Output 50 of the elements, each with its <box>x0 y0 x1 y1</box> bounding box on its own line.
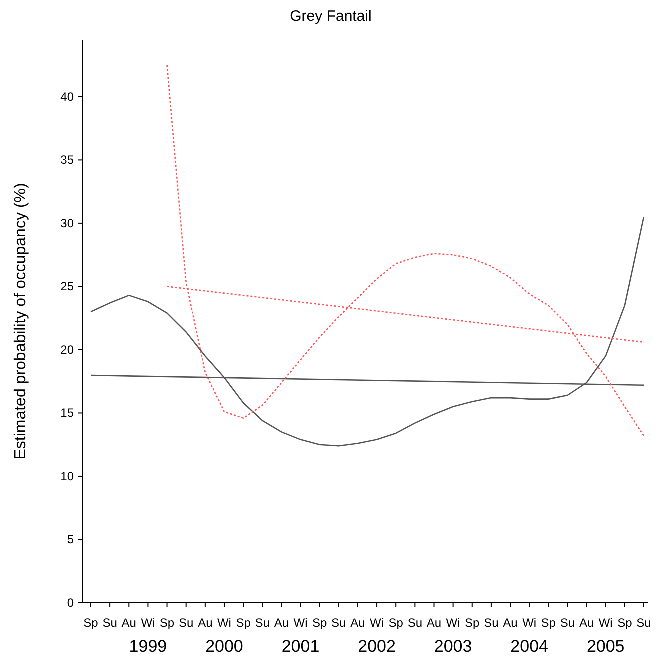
x-tick-label: Au <box>579 616 594 630</box>
x-tick-label: Au <box>503 616 518 630</box>
x-tick-label: Au <box>274 616 290 630</box>
text: 2001 <box>282 637 320 656</box>
x-tick-label: Su <box>408 616 423 630</box>
x-tick-label: Su <box>102 616 118 630</box>
y-tick-label: 20 <box>60 342 74 357</box>
x-tick-label: Wi <box>522 616 537 630</box>
chart-title: Grey Fantail <box>289 8 373 25</box>
x-tick-label: Au <box>198 616 213 630</box>
y-axis-title: Estimated probability of occupancy (%) <box>12 183 30 460</box>
x-tick-label: Sp <box>312 616 328 630</box>
text: 2004 <box>510 637 548 656</box>
x-tick-label: Sp <box>160 616 175 630</box>
x-tick-label: Wi <box>446 616 460 630</box>
line-series <box>166 64 645 437</box>
text: 2005 <box>586 637 625 656</box>
text: 1999 <box>129 637 168 656</box>
x-tick-label: Sp <box>236 616 252 630</box>
y-tick-label: 0 <box>67 596 74 610</box>
x-tick-label: Wi <box>294 616 308 630</box>
x-tick-label: Au <box>350 616 366 630</box>
x-tick-label: Su <box>636 616 652 630</box>
x-tick-label: Sp <box>465 616 480 630</box>
x-tick-label: Sp <box>388 616 404 630</box>
x-tick-label: Su <box>560 616 576 630</box>
y-tick-label: 40 <box>60 90 74 104</box>
x-tick-label: Su <box>332 616 346 630</box>
x-tick-label: Wi <box>598 616 613 630</box>
x-tick-label: Su <box>255 616 270 630</box>
line-series <box>90 216 645 447</box>
text: 2002 <box>358 637 396 656</box>
x-tick-label: Wi <box>370 616 384 630</box>
x-tick-label: Su <box>179 616 194 630</box>
y-tick-label: 25 <box>60 280 74 294</box>
y-tick-label: 35 <box>60 153 74 168</box>
text: 2000 <box>206 637 244 656</box>
x-tick-label: Au <box>426 616 442 630</box>
y-tick-label: 5 <box>67 532 74 547</box>
x-tick-label: Au <box>122 616 136 630</box>
x-tick-label: Sp <box>618 616 633 630</box>
y-tick-label: 15 <box>60 406 74 420</box>
y-tick-label: 10 <box>60 469 74 484</box>
y-tick-label: 30 <box>60 216 74 230</box>
x-tick-label: Wi <box>217 616 232 630</box>
x-tick-label: Wi <box>141 616 156 630</box>
x-tick-label: Sp <box>84 616 99 630</box>
text: 2003 <box>434 637 472 656</box>
x-tick-label: Su <box>484 616 499 630</box>
x-tick-label: Sp <box>541 616 556 630</box>
